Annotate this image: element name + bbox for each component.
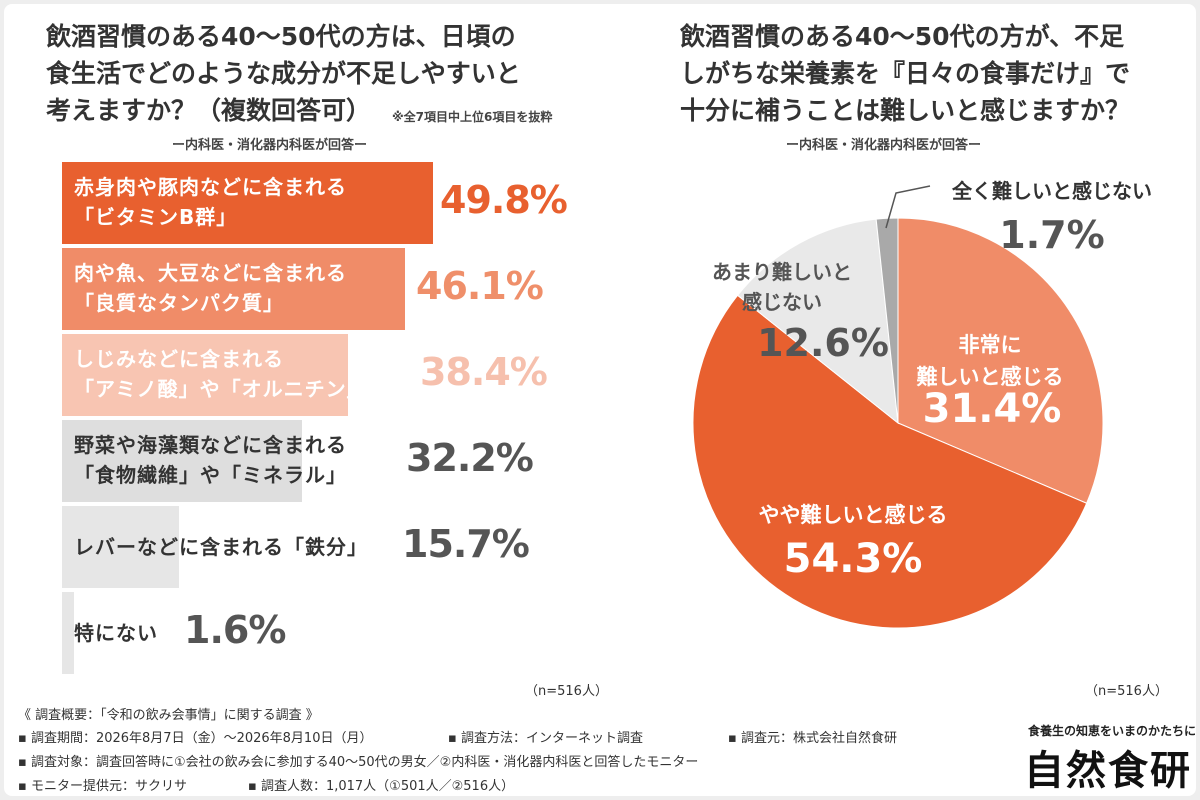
bar-label-6: 特にない	[74, 621, 158, 645]
bar-1	[62, 162, 433, 244]
pie-label-3: あまり難しいと感じない	[712, 260, 852, 314]
survey-count: ▪ 調査人数：1,017人（①501人／②516人）	[248, 779, 515, 794]
bar-value-1: 49.8%	[440, 178, 568, 222]
bar-value-5: 15.7%	[402, 522, 530, 566]
pie-value-3: 12.6%	[757, 321, 889, 365]
bar-5	[62, 506, 179, 588]
survey-period: ▪ 調査期間：2026年8月7日（金）～2026年8月10日（月）	[18, 731, 373, 746]
bar-value-4: 32.2%	[406, 436, 534, 480]
survey-method: ▪ 調査方法：インターネット調査	[448, 731, 643, 746]
right-question-title: 飲酒習慣のある40～50代の方が、不足 しがちな栄養素を『日々の食事だけ』で 十…	[680, 22, 1131, 125]
right-sample-size: （n=516人）	[1085, 684, 1168, 699]
pie-label-1: 非常に難しいと感じる	[917, 333, 1064, 389]
left-respondents: ー内科医・消化器内科医が回答ー	[172, 138, 368, 153]
bar-value-2: 46.1%	[416, 264, 544, 308]
left-question-title: 飲酒習慣のある40～50代の方は、日頃の 食生活でどのような成分が不足しやすいと…	[46, 22, 521, 125]
bar-label-1: 赤身肉や豚肉などに含まれる 「ビタミンB群」	[74, 175, 347, 229]
brand-logo: 自然食研	[1024, 747, 1192, 794]
pie-slice-4	[875, 217, 899, 424]
bar-4	[62, 420, 302, 502]
bar-label-5: レバーなどに含まれる「鉄分」	[74, 535, 368, 559]
pie-value-1: 31.4%	[923, 386, 1062, 432]
pie-slice-1	[897, 217, 1104, 504]
pie-slice-2	[692, 294, 1088, 629]
left-sample-size: （n=516人）	[525, 684, 608, 699]
left-note: ※全7項目中上位6項目を抜粋	[392, 110, 553, 124]
bar-3	[62, 334, 349, 416]
pie-label-4: 全く難しいと感じない	[951, 179, 1152, 203]
survey-overview: 《 調査概要：「令和の飲み会事情」に関する調査 》	[18, 708, 319, 723]
survey-target: ▪ 調査対象：調査回答時に①会社の飲み会に参加する40～50代の男女／②内科医・…	[18, 755, 699, 770]
survey-provider: ▪ モニター提供元：サクリサ	[18, 779, 187, 794]
pie-slice-3	[736, 218, 899, 425]
bar-6	[62, 592, 74, 674]
bar-label-2: 肉や魚、大豆などに含まれる 「良質なタンパク質」	[74, 261, 347, 315]
brand-tagline: 食養生の知恵をいまのかたちに	[1028, 724, 1197, 738]
bar-label-4: 野菜や海藻類などに含まれる 「食物繊維」や「ミネラル」	[74, 433, 347, 487]
right-respondents: ー内科医・消化器内科医が回答ー	[786, 138, 982, 153]
survey-source: ▪ 調査元：株式会社自然食研	[728, 731, 897, 746]
pie-value-4: 1.7%	[999, 213, 1104, 257]
pie-value-2: 54.3%	[784, 536, 923, 582]
bar-value-6: 1.6%	[184, 608, 286, 652]
bar-label-3: しじみなどに含まれる 「アミノ酸」や「オルニチン」	[74, 347, 368, 401]
pie-label-2: やや難しいと感じる	[759, 503, 948, 527]
bar-value-3: 38.4%	[420, 350, 548, 394]
pie-leader-line	[885, 185, 931, 229]
bar-2	[62, 248, 406, 330]
